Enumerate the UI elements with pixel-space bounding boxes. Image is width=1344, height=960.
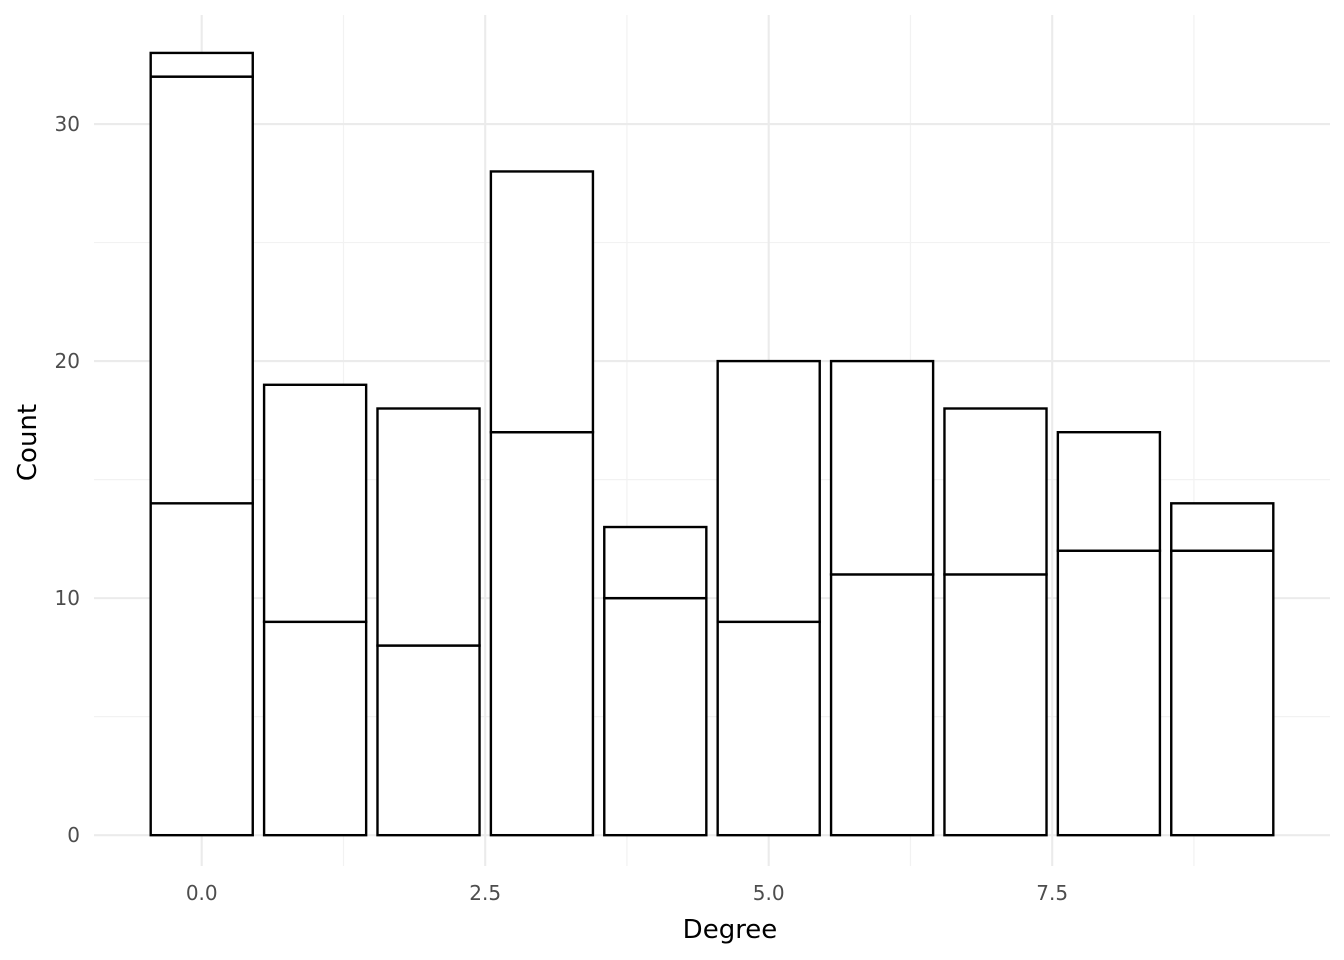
bar-segment-0-1 — [149, 75, 254, 505]
y-tick-label: 10 — [55, 586, 80, 610]
x-tick-label: 5.0 — [753, 881, 785, 905]
bar-stack-8 — [1056, 431, 1162, 837]
bar-stack-4 — [603, 525, 708, 837]
bar-stack-7 — [943, 407, 1048, 837]
x-tick-label: 2.5 — [469, 881, 501, 905]
bars — [149, 51, 1275, 837]
bar-segment-3-1 — [489, 170, 595, 434]
bar-stack-0 — [149, 51, 254, 837]
y-axis-title: Count — [13, 404, 43, 481]
bar-segment-7-1 — [943, 407, 1048, 576]
bar-stack-5 — [716, 359, 821, 837]
y-tick-label: 30 — [55, 112, 80, 136]
bar-stack-2 — [376, 407, 481, 837]
tick-labels: 0.0 2.5 5.0 7.5 0 10 20 30 — [55, 112, 1069, 905]
bar-segment-4-1 — [603, 525, 708, 600]
bar-segment-6-1 — [829, 359, 935, 576]
x-axis-title: Degree — [683, 915, 778, 945]
bar-segment-2-0 — [376, 644, 481, 837]
bar-stack-1 — [262, 383, 368, 837]
x-tick-label: 7.5 — [1036, 881, 1068, 905]
bar-segment-8-0 — [1056, 549, 1162, 837]
bar-segment-9-0 — [1170, 549, 1275, 837]
bar-segment-7-0 — [943, 573, 1048, 837]
bar-segment-0-2 — [149, 51, 254, 78]
bar-segment-6-0 — [829, 573, 935, 837]
bar-stack-9 — [1170, 502, 1275, 837]
bar-stack-6 — [829, 359, 935, 837]
y-tick-label: 0 — [67, 823, 80, 847]
y-tick-label: 20 — [55, 349, 80, 373]
bar-segment-1-1 — [262, 383, 368, 624]
bar-segment-4-0 — [603, 596, 708, 837]
bar-segment-8-1 — [1056, 431, 1162, 552]
x-tick-label: 0.0 — [186, 881, 218, 905]
bar-segment-0-0 — [149, 502, 254, 837]
bar-segment-5-0 — [716, 620, 821, 837]
bar-segment-1-0 — [262, 620, 368, 837]
bar-stack-3 — [489, 170, 595, 837]
bar-segment-3-0 — [489, 431, 595, 837]
bar-segment-2-1 — [376, 407, 481, 647]
bar-segment-9-1 — [1170, 502, 1275, 552]
bar-segment-5-1 — [716, 359, 821, 624]
